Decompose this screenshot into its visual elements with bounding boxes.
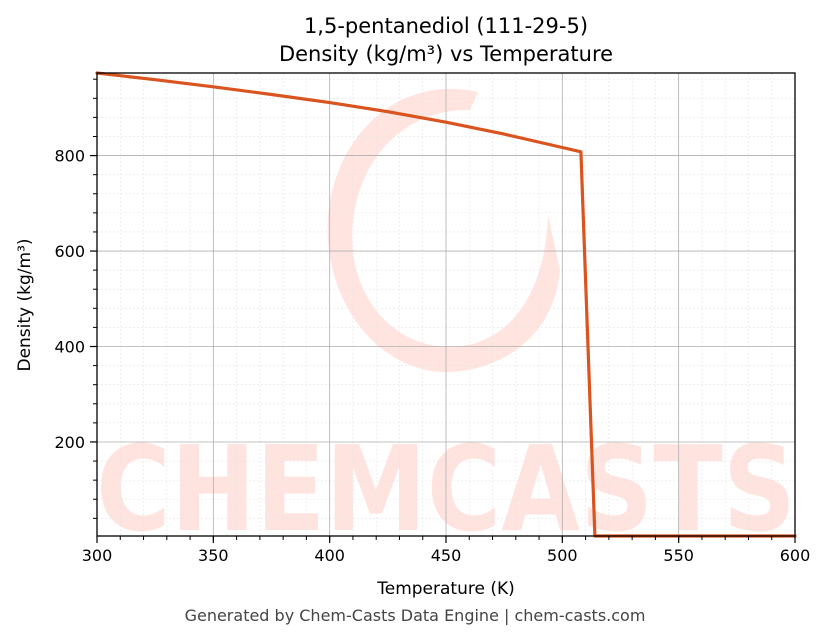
x-tick-label: 550 (663, 546, 694, 565)
y-tick-label: 200 (54, 433, 85, 452)
tick-labels: 300 350 400 450 500 550 600 200 400 600 800 (54, 147, 810, 565)
x-tick-label: 300 (82, 546, 113, 565)
x-tick-label: 350 (198, 546, 229, 565)
chart-title: 1,5-pentanediol (111-29-5) (304, 14, 588, 38)
x-tick-label: 450 (431, 546, 462, 565)
footer-credit: Generated by Chem-Casts Data Engine | ch… (184, 606, 646, 625)
x-tick-label: 600 (780, 546, 811, 565)
x-tick-label: 500 (547, 546, 578, 565)
major-gridlines (96, 73, 796, 536)
chart-subtitle: Density (kg/m³) vs Temperature (279, 42, 613, 66)
axis-ticks (90, 78, 796, 543)
watermark-logo-ring (327, 88, 560, 373)
x-axis-title: Temperature (K) (376, 579, 515, 599)
y-axis-title: Density (kg/m³) (15, 238, 35, 371)
y-tick-label: 600 (54, 242, 85, 261)
y-tick-label: 800 (54, 147, 85, 166)
x-tick-label: 400 (314, 546, 345, 565)
density-chart: CHEMCASTS 300 350 400 450 500 550 600200400600… (15, 14, 810, 599)
y-tick-label: 400 (54, 338, 85, 357)
